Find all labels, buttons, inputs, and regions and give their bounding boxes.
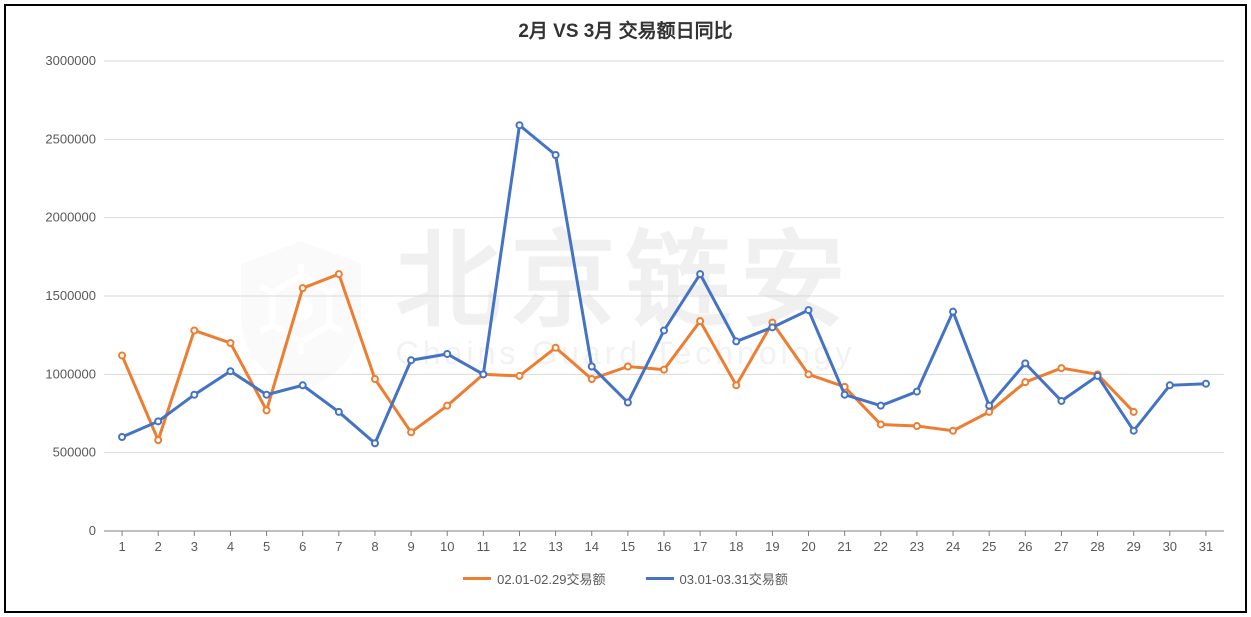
svg-text:16: 16 xyxy=(657,539,671,554)
legend-swatch-mar xyxy=(646,577,674,580)
svg-text:2500000: 2500000 xyxy=(45,131,96,146)
svg-text:21: 21 xyxy=(837,539,851,554)
svg-text:11: 11 xyxy=(477,539,491,554)
svg-text:31: 31 xyxy=(1199,539,1213,554)
svg-text:2: 2 xyxy=(155,539,162,554)
svg-text:1500000: 1500000 xyxy=(45,288,96,303)
svg-text:2000000: 2000000 xyxy=(45,210,96,225)
svg-text:15: 15 xyxy=(621,539,635,554)
svg-text:20: 20 xyxy=(801,539,815,554)
svg-text:22: 22 xyxy=(874,539,888,554)
svg-text:25: 25 xyxy=(982,539,996,554)
svg-text:30: 30 xyxy=(1163,539,1177,554)
svg-text:26: 26 xyxy=(1018,539,1032,554)
svg-text:9: 9 xyxy=(407,539,414,554)
svg-text:24: 24 xyxy=(946,539,960,554)
svg-text:14: 14 xyxy=(585,539,599,554)
legend-item-mar: 03.01-03.31交易额 xyxy=(646,569,788,588)
svg-text:1000000: 1000000 xyxy=(45,366,96,381)
chart-title: 2月 VS 3月 交易额日同比 xyxy=(26,16,1225,43)
chart-container: 2月 VS 3月 交易额日同比 北京链安 Chains Guard Techno… xyxy=(4,4,1247,613)
svg-text:500000: 500000 xyxy=(53,445,96,460)
svg-text:10: 10 xyxy=(440,539,454,554)
svg-text:13: 13 xyxy=(548,539,562,554)
svg-text:29: 29 xyxy=(1126,539,1140,554)
svg-text:4: 4 xyxy=(227,539,234,554)
svg-text:3: 3 xyxy=(191,539,198,554)
svg-text:12: 12 xyxy=(512,539,526,554)
legend-label-feb: 02.01-02.29交易额 xyxy=(497,569,605,588)
svg-text:18: 18 xyxy=(729,539,743,554)
legend-item-feb: 02.01-02.29交易额 xyxy=(463,569,605,588)
svg-text:28: 28 xyxy=(1090,539,1104,554)
svg-text:7: 7 xyxy=(335,539,342,554)
svg-text:27: 27 xyxy=(1054,539,1068,554)
legend: 02.01-02.29交易额 03.01-03.31交易额 xyxy=(26,569,1225,588)
svg-text:6: 6 xyxy=(299,539,306,554)
legend-swatch-feb xyxy=(463,577,491,580)
svg-text:8: 8 xyxy=(371,539,378,554)
plot-container: 北京链安 Chains Guard Technology 05000001000… xyxy=(26,53,1225,563)
chart-plot: 0 500000 1000000 1500000 2000000 2500000 30000… xyxy=(26,53,1228,563)
svg-text:3000000: 3000000 xyxy=(45,53,96,68)
svg-text:0: 0 xyxy=(89,523,96,538)
svg-text:19: 19 xyxy=(765,539,779,554)
legend-label-mar: 03.01-03.31交易额 xyxy=(680,569,788,588)
svg-text:1: 1 xyxy=(118,539,125,554)
svg-text:5: 5 xyxy=(263,539,270,554)
svg-text:23: 23 xyxy=(910,539,924,554)
svg-text:17: 17 xyxy=(693,539,707,554)
